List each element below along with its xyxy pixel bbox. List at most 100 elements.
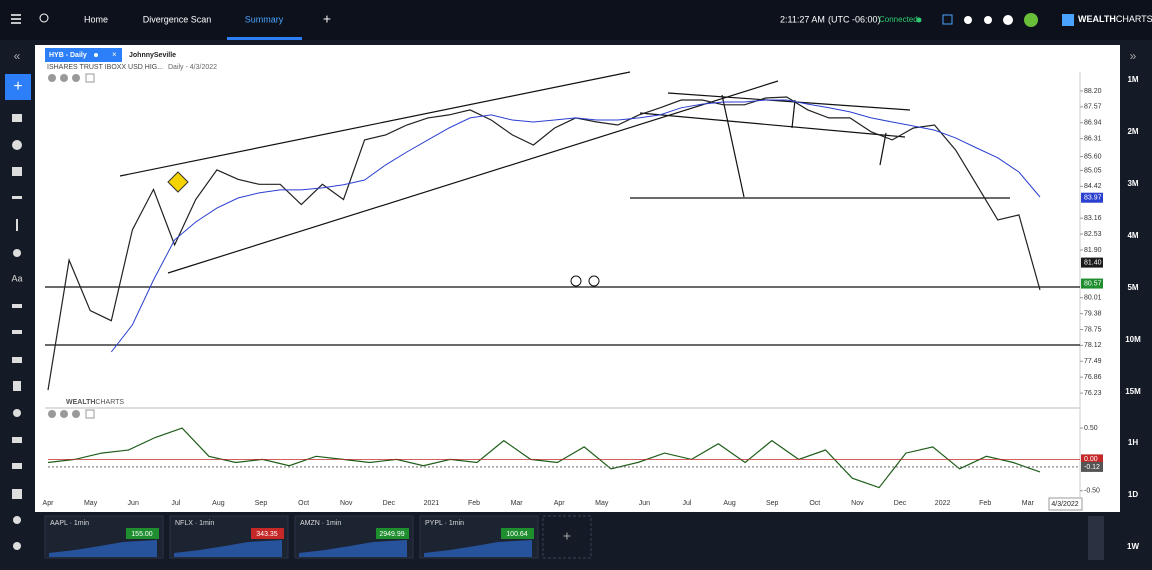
watch-symbol: AAPL · 1min bbox=[50, 520, 89, 527]
watch-price-bg bbox=[251, 528, 284, 539]
interval: Daily - 4/3/2022 bbox=[168, 64, 217, 71]
tab-label[interactable]: JohnnySeville bbox=[129, 52, 176, 59]
sparkline bbox=[49, 540, 157, 557]
y-tick-label: 85.60 bbox=[1084, 153, 1102, 160]
x-tick-label: 2022 bbox=[935, 500, 951, 507]
sparkline bbox=[299, 540, 407, 557]
series-line bbox=[47, 96, 1041, 391]
timeframe[interactable]: 1H bbox=[1128, 438, 1138, 447]
timeframe-panel bbox=[1120, 40, 1152, 565]
watch-price: 155.00 bbox=[131, 531, 153, 538]
timeframe[interactable]: 5M bbox=[1127, 283, 1138, 292]
watch-price-bg bbox=[376, 528, 409, 539]
left-toolbar bbox=[0, 40, 35, 565]
watch-symbol: AMZN · 1min bbox=[300, 520, 341, 527]
chart-controls[interactable] bbox=[48, 73, 95, 83]
watch-price: 100.64 bbox=[506, 531, 528, 538]
add-tab[interactable]: + bbox=[323, 11, 331, 27]
x-tick-label: Dec bbox=[383, 500, 396, 507]
y-tick-label: 77.49 bbox=[1084, 358, 1102, 365]
y-tick-label: 81.90 bbox=[1084, 247, 1102, 254]
collapse[interactable]: « bbox=[14, 49, 21, 63]
watch-price: 343.35 bbox=[256, 531, 278, 538]
avatar[interactable] bbox=[1024, 13, 1038, 27]
top-bar bbox=[0, 0, 1152, 40]
nav-divergence[interactable]: Divergence Scan bbox=[143, 14, 212, 24]
watchlist-toggle[interactable] bbox=[1088, 516, 1104, 560]
y-tick-label: 87.57 bbox=[1084, 104, 1102, 111]
add-icon: + bbox=[13, 78, 22, 95]
series-line bbox=[47, 427, 1041, 489]
handle[interactable] bbox=[570, 275, 582, 287]
price-label: 0.00 bbox=[1084, 456, 1098, 463]
y-tick-label: 76.86 bbox=[1084, 374, 1102, 381]
x-tick-label: Jun bbox=[639, 500, 650, 507]
x-tick-label: May bbox=[84, 500, 98, 507]
timezone: (UTC -06:00) bbox=[828, 14, 881, 24]
timeframe[interactable]: 10M bbox=[1125, 335, 1141, 344]
timeframe[interactable]: 15M bbox=[1125, 387, 1141, 396]
x-tick-label: Sep bbox=[766, 500, 779, 507]
tool-icons[interactable] bbox=[12, 114, 22, 550]
price-label-bg bbox=[1081, 192, 1103, 203]
y-tick-label: 83.16 bbox=[1084, 215, 1102, 222]
x-tick-label: Oct bbox=[809, 500, 820, 507]
y-tick-label: -0.50 bbox=[1084, 488, 1100, 495]
price-label: -0.12 bbox=[1084, 464, 1100, 471]
tab-active[interactable] bbox=[45, 48, 122, 62]
y-tick-label: 86.94 bbox=[1084, 120, 1102, 127]
x-tick-label: Feb bbox=[468, 500, 480, 507]
osc-controls[interactable] bbox=[48, 409, 95, 419]
x-tick-label: Nov bbox=[340, 500, 353, 507]
y-tick-label: 82.53 bbox=[1084, 231, 1102, 238]
tab-close[interactable]: × bbox=[112, 50, 117, 59]
expand[interactable]: » bbox=[1130, 49, 1137, 63]
y-tick-label: 80.01 bbox=[1084, 295, 1102, 302]
nav-summary[interactable]: Summary bbox=[245, 14, 284, 24]
move-cursor bbox=[167, 171, 189, 193]
timeframe[interactable]: 1W bbox=[1127, 542, 1139, 551]
y-tick-label: 85.05 bbox=[1084, 167, 1102, 174]
watermark-b: CHARTS bbox=[95, 399, 124, 406]
x-tick-label: Mar bbox=[1022, 500, 1035, 507]
save-icon[interactable] bbox=[942, 14, 953, 25]
timeframe[interactable]: 3M bbox=[1127, 179, 1138, 188]
watch-price: 2949.99 bbox=[379, 531, 404, 538]
watermark-a: WEALTH bbox=[66, 399, 95, 406]
timeframe[interactable]: 2M bbox=[1127, 127, 1138, 136]
x-tick-label: Nov bbox=[851, 500, 864, 507]
y-tick-label: 0.50 bbox=[1084, 425, 1098, 432]
tab-label: HYB - Daily bbox=[49, 52, 87, 59]
y-tick-label: 86.31 bbox=[1084, 135, 1102, 142]
settings-icon[interactable] bbox=[984, 16, 992, 24]
search-icon[interactable] bbox=[39, 13, 49, 23]
date-box bbox=[1048, 497, 1083, 511]
price-label-bg bbox=[1081, 454, 1103, 465]
x-tick-label: Aug bbox=[723, 500, 736, 507]
help-icon[interactable] bbox=[1003, 15, 1013, 25]
x-tick-label: May bbox=[595, 500, 609, 507]
watermark: WEALTHCHARTS bbox=[66, 399, 124, 406]
text-tool[interactable]: Aa bbox=[11, 273, 22, 283]
nav-home[interactable]: Home bbox=[84, 14, 108, 24]
symbol-name: ISHARES TRUST IBOXX USD HIG... bbox=[47, 64, 163, 71]
menu-icon[interactable] bbox=[11, 14, 21, 24]
drawings[interactable] bbox=[45, 71, 1080, 346]
handle[interactable] bbox=[588, 275, 600, 287]
timeframe[interactable]: 1M bbox=[1127, 75, 1138, 84]
price-label: 81.40 bbox=[1084, 259, 1102, 266]
timeframe[interactable]: 1D bbox=[1128, 490, 1138, 499]
price-label-bg bbox=[1081, 461, 1103, 472]
add-watch-icon: + bbox=[563, 528, 571, 544]
series-line bbox=[110, 99, 1041, 353]
bell-icon[interactable] bbox=[964, 16, 972, 24]
add-button[interactable] bbox=[5, 74, 31, 100]
y-tick-label: 79.38 bbox=[1084, 310, 1102, 317]
x-tick-label: Oct bbox=[298, 500, 309, 507]
y-tick-label: 78.12 bbox=[1084, 342, 1102, 349]
brand-logo bbox=[1062, 14, 1074, 26]
x-tick-label: Apr bbox=[554, 500, 566, 507]
timeframe[interactable]: 4M bbox=[1127, 231, 1138, 240]
y-tick-label: 78.75 bbox=[1084, 326, 1102, 333]
x-tick-label: 2021 bbox=[424, 500, 440, 507]
